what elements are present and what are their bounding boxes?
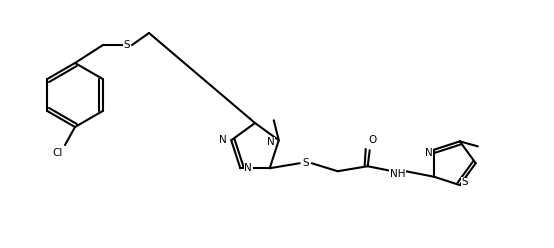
Text: S: S [124,40,130,50]
Text: N: N [267,137,275,147]
Text: Cl: Cl [53,148,63,158]
Text: S: S [302,158,309,168]
Text: N: N [425,148,433,158]
Text: N: N [244,163,252,173]
Text: NH: NH [390,169,406,179]
Text: S: S [461,177,468,187]
Text: N: N [219,135,227,145]
Text: O: O [368,135,377,145]
